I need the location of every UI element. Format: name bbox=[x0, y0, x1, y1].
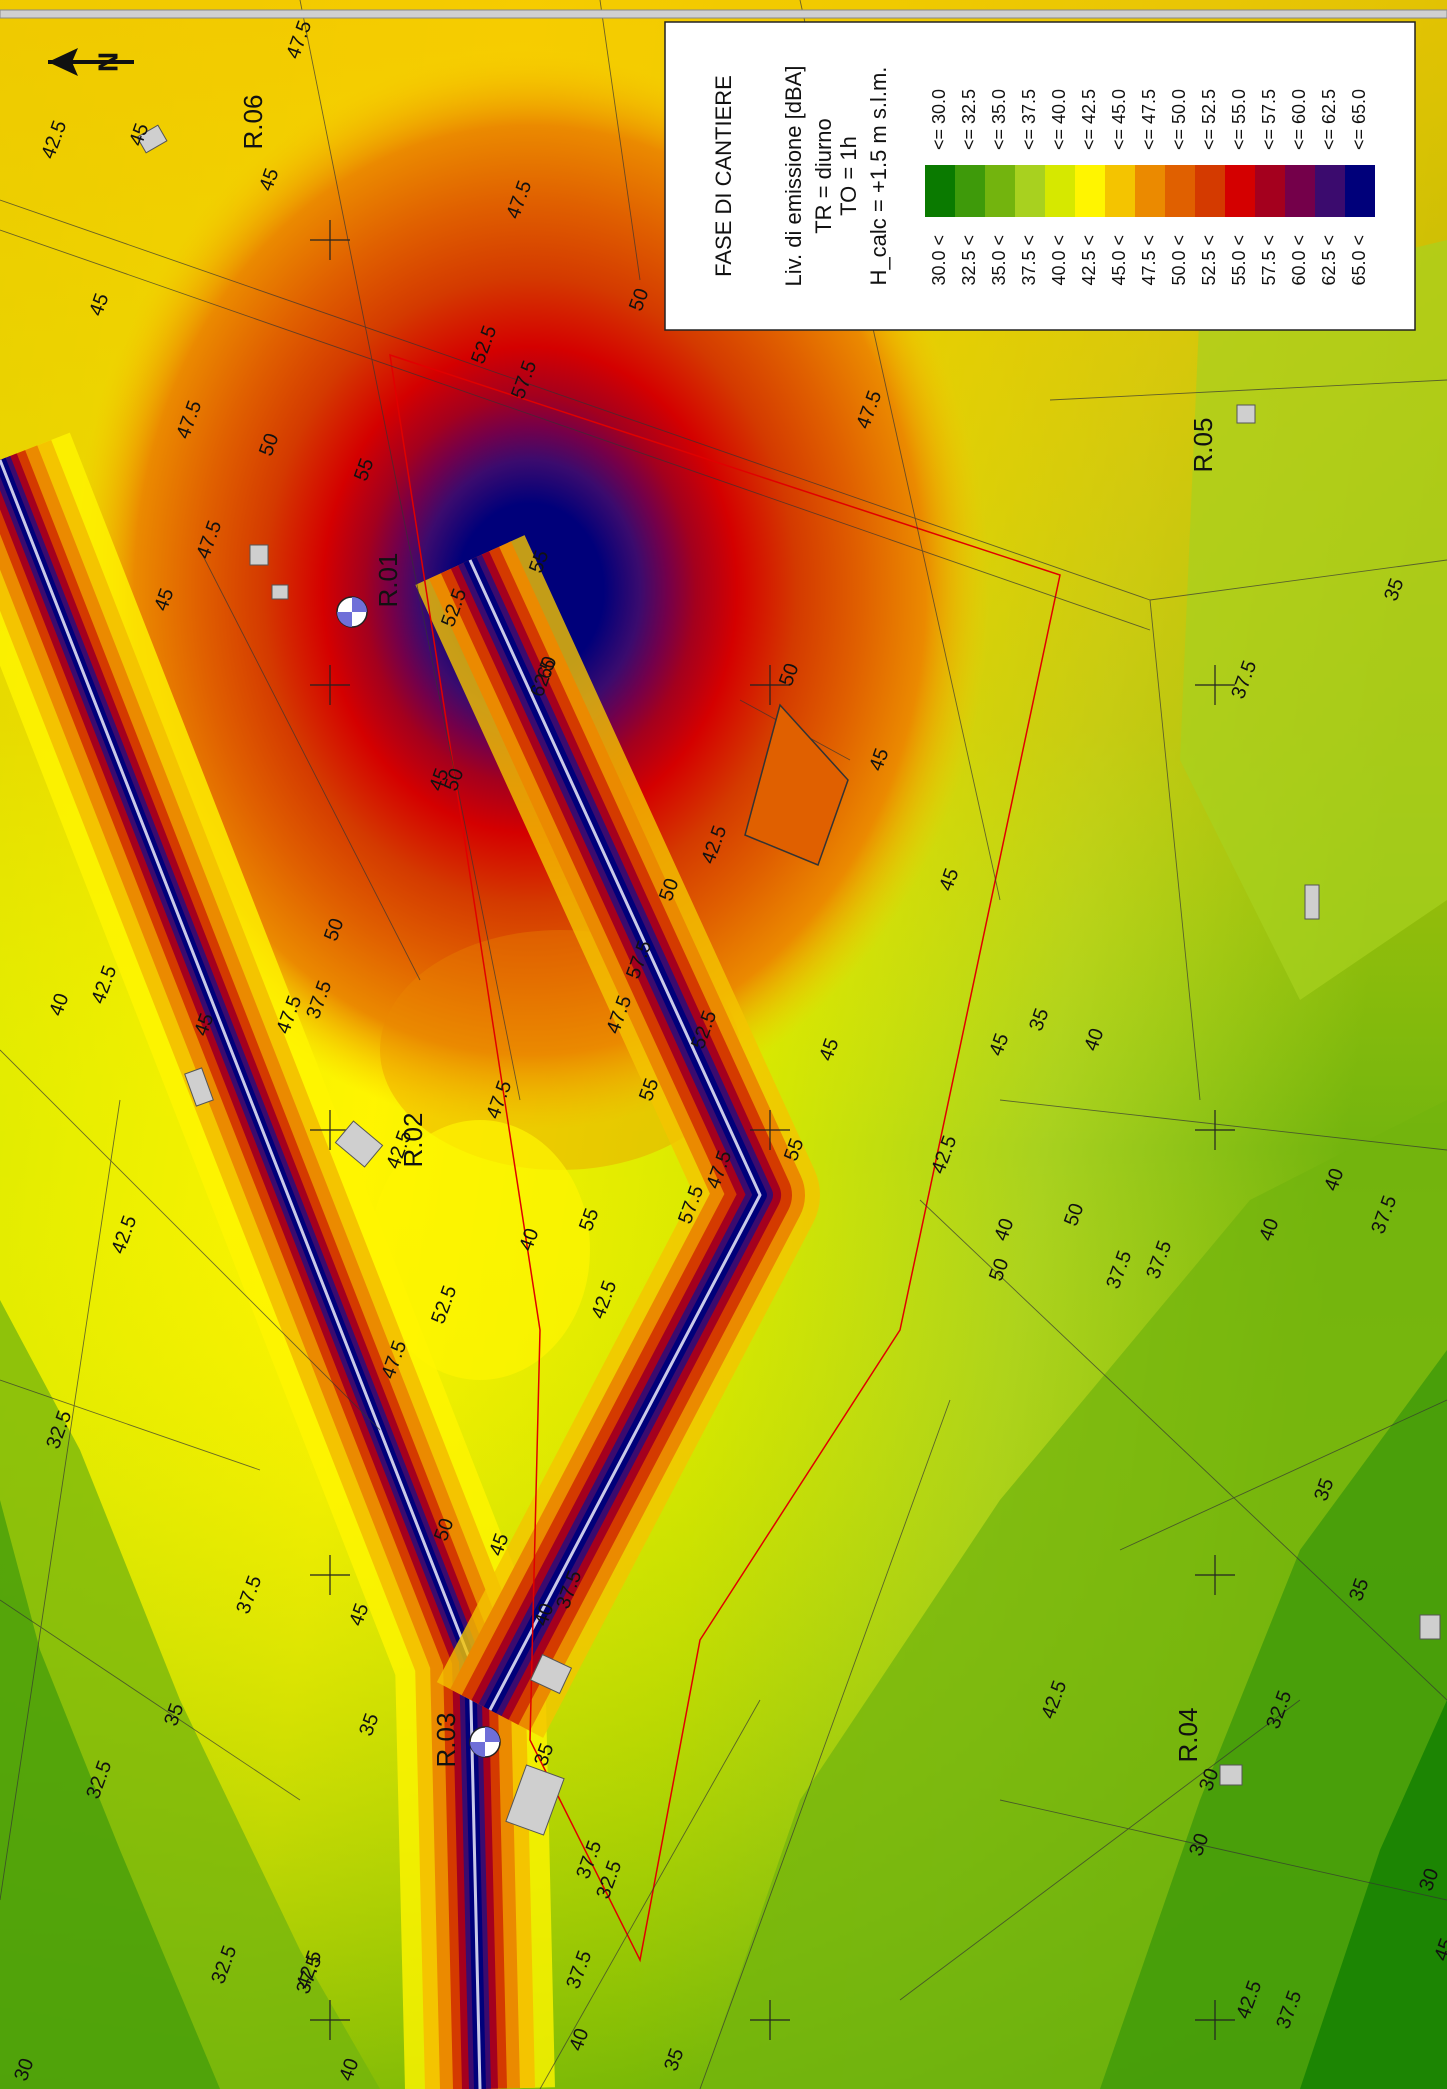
legend: FASE DI CANTIERE Liv. di emissione [dBA] T… bbox=[664, 21, 1416, 331]
legend-line: TR = diurno bbox=[811, 118, 836, 234]
receiver-label: R.06 bbox=[238, 95, 268, 150]
site-boundary bbox=[389, 353, 1061, 1963]
legend-class-right: <= 45.0 bbox=[1109, 89, 1129, 150]
receiver-label: R.01 bbox=[373, 553, 403, 608]
legend-swatch bbox=[925, 165, 955, 217]
legend-class-left: 60.0 < bbox=[1289, 235, 1309, 286]
north-arrow: N bbox=[48, 48, 134, 76]
receiver-label: R.03 bbox=[431, 1713, 461, 1768]
legend-title: FASE DI CANTIERE bbox=[711, 75, 736, 277]
legend-class-right: <= 57.5 bbox=[1259, 89, 1279, 150]
legend-class-right: <= 65.0 bbox=[1349, 89, 1369, 150]
legend-class-left: 50.0 < bbox=[1169, 235, 1189, 286]
legend-class-left: 45.0 < bbox=[1109, 235, 1129, 286]
legend-swatch bbox=[1255, 165, 1285, 217]
basin bbox=[744, 703, 849, 866]
legend-swatch bbox=[1315, 165, 1345, 217]
top-road-strip bbox=[0, 9, 1447, 19]
buildings bbox=[136, 124, 1441, 1836]
receiver-label: R.02 bbox=[398, 1113, 428, 1168]
legend-swatch bbox=[1225, 165, 1255, 217]
legend-swatch bbox=[1345, 165, 1375, 217]
grid-crosses bbox=[310, 220, 1235, 2040]
legend-swatch bbox=[1195, 165, 1225, 217]
legend-class-right: <= 47.5 bbox=[1139, 89, 1159, 150]
legend-class-left: 32.5 < bbox=[959, 235, 979, 286]
legend-class-right: <= 37.5 bbox=[1019, 89, 1039, 150]
legend-swatch bbox=[1015, 165, 1045, 217]
legend-swatch bbox=[985, 165, 1015, 217]
legend-swatch bbox=[1075, 165, 1105, 217]
green-zone-ne bbox=[1180, 240, 1447, 1000]
legend-class-left: 35.0 < bbox=[989, 235, 1009, 286]
legend-class-right: <= 40.0 bbox=[1049, 89, 1069, 150]
legend-swatch bbox=[1105, 165, 1135, 217]
receivers: R.01 R.02 R.03 R.04 R.05 R.06 bbox=[238, 95, 1218, 1768]
legend-class-left: 42.5 < bbox=[1079, 235, 1099, 286]
receiver-label: R.04 bbox=[1173, 1708, 1203, 1763]
legend-class-left: 52.5 < bbox=[1199, 235, 1219, 286]
legend-swatch bbox=[955, 165, 985, 217]
legend-class-right: <= 55.0 bbox=[1229, 89, 1249, 150]
legend-class-right: <= 50.0 bbox=[1169, 89, 1189, 150]
north-label: N bbox=[92, 52, 123, 72]
green-zone-sw-dark bbox=[0, 1500, 220, 2089]
receiver-label: R.05 bbox=[1188, 418, 1218, 473]
legend-line: Liv. di emissione [dBA] bbox=[781, 66, 806, 287]
legend-class-right: <= 52.5 bbox=[1199, 89, 1219, 150]
legend-class-right: <= 60.0 bbox=[1289, 89, 1309, 150]
legend-swatch bbox=[1135, 165, 1165, 217]
legend-class-left: 57.5 < bbox=[1259, 235, 1279, 286]
receiver-marker bbox=[336, 596, 368, 628]
legend-class-left: 62.5 < bbox=[1319, 235, 1339, 286]
legend-class-right: <= 35.0 bbox=[989, 89, 1009, 150]
contour-label: 45 bbox=[1430, 1936, 1447, 1964]
green-zone-se-darkest bbox=[1300, 1700, 1447, 2089]
legend-class-right: <= 62.5 bbox=[1319, 89, 1339, 150]
legend-class-left: 40.0 < bbox=[1049, 235, 1069, 286]
legend-class-right: <= 42.5 bbox=[1079, 89, 1099, 150]
road-corridors bbox=[0, 432, 820, 2089]
legend-class-left: 47.5 < bbox=[1139, 235, 1159, 286]
legend-class-right: <= 30.0 bbox=[929, 89, 949, 150]
legend-class-left: 65.0 < bbox=[1349, 235, 1369, 286]
legend-line: TO = 1h bbox=[836, 136, 861, 216]
quiet-zone bbox=[370, 1120, 590, 1380]
legend-class-left: 30.0 < bbox=[929, 235, 949, 286]
legend-class-left: 37.5 < bbox=[1019, 235, 1039, 286]
legend-swatch bbox=[1165, 165, 1195, 217]
legend-swatch bbox=[1285, 165, 1315, 217]
legend-line: H_calc = +1.5 m s.l.m. bbox=[866, 67, 891, 286]
receiver-marker bbox=[469, 1726, 501, 1758]
legend-class-right: <= 32.5 bbox=[959, 89, 979, 150]
legend-swatch bbox=[1045, 165, 1075, 217]
legend-class-left: 55.0 < bbox=[1229, 235, 1249, 286]
